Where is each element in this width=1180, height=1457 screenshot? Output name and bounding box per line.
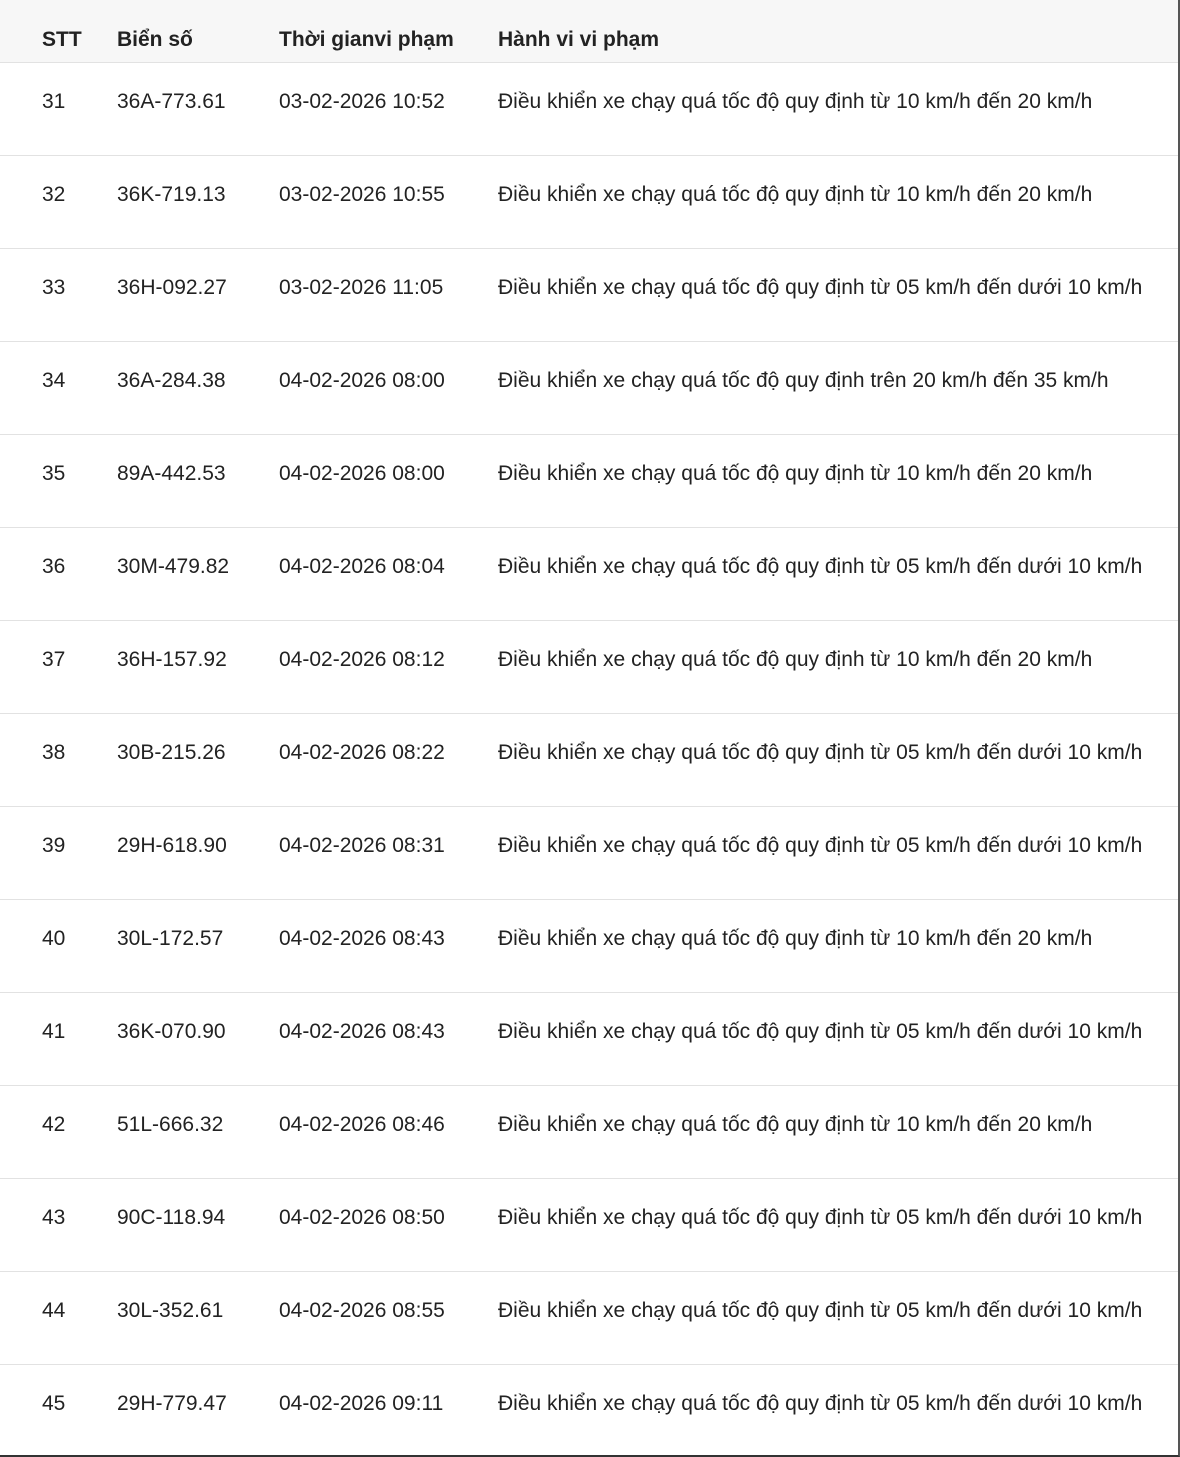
cell-violation: Điều khiển xe chạy quá tốc độ quy định t… (498, 741, 1143, 764)
cell-time: 04-02-2026 08:46 (279, 1113, 445, 1136)
cell-stt: 43 (42, 1206, 66, 1229)
header-plate[interactable]: Biển số (117, 28, 193, 51)
cell-plate: 36K-070.90 (117, 1020, 226, 1043)
cell-time: 04-02-2026 08:00 (279, 462, 445, 485)
cell-violation: Điều khiển xe chạy quá tốc độ quy định t… (498, 555, 1143, 578)
table-row[interactable]: 44 30L-352.61 04-02-2026 08:55 Điều khiển x… (0, 1272, 1178, 1365)
cell-stt: 41 (42, 1020, 66, 1043)
cell-time: 04-02-2026 08:43 (279, 1020, 445, 1043)
cell-plate: 29H-779.47 (117, 1392, 227, 1415)
cell-plate: 89A-442.53 (117, 462, 226, 485)
table-row[interactable]: 41 36K-070.90 04-02-2026 08:43 Điều khiển x… (0, 993, 1178, 1086)
cell-plate: 30L-352.61 (117, 1299, 224, 1322)
cell-time: 04-02-2026 08:31 (279, 834, 445, 857)
cell-stt: 40 (42, 927, 66, 950)
cell-plate: 36H-092.27 (117, 276, 227, 299)
cell-violation: Điều khiển xe chạy quá tốc độ quy định t… (498, 834, 1143, 857)
cell-time: 04-02-2026 08:55 (279, 1299, 445, 1322)
table-row[interactable]: 35 89A-442.53 04-02-2026 08:00 Điều khiển x… (0, 435, 1178, 528)
cell-stt: 42 (42, 1113, 66, 1136)
cell-time: 04-02-2026 08:43 (279, 927, 445, 950)
table-row[interactable]: 34 36A-284.38 04-02-2026 08:00 Điều khiển x… (0, 342, 1178, 435)
cell-stt: 38 (42, 741, 66, 764)
cell-time: 03-02-2026 10:55 (279, 183, 445, 206)
cell-violation: Điều khiển xe chạy quá tốc độ quy định t… (498, 1392, 1143, 1415)
table-row[interactable]: 31 36A-773.61 03-02-2026 10:52 Điều khiển x… (0, 63, 1178, 156)
table-row[interactable]: 37 36H-157.92 04-02-2026 08:12 Điều khiển x… (0, 621, 1178, 714)
cell-violation: Điều khiển xe chạy quá tốc độ quy định t… (498, 183, 1093, 206)
table-header: STT Biển số Thời gianvi phạm Hành vi vi … (0, 0, 1178, 63)
cell-violation: Điều khiển xe chạy quá tốc độ quy định t… (498, 1020, 1143, 1043)
cell-stt: 45 (42, 1392, 66, 1415)
header-stt[interactable]: STT (42, 28, 82, 51)
cell-plate: 30M-479.82 (117, 555, 230, 578)
table-row[interactable]: 32 36K-719.13 03-02-2026 10:55 Điều khiển x… (0, 156, 1178, 249)
cell-time: 04-02-2026 08:04 (279, 555, 445, 578)
table-row[interactable]: 33 36H-092.27 03-02-2026 11:05 Điều khiển x… (0, 249, 1178, 342)
table-row[interactable]: 42 51L-666.32 04-02-2026 08:46 Điều khiển x… (0, 1086, 1178, 1179)
cell-stt: 36 (42, 555, 66, 578)
table-row[interactable]: 45 29H-779.47 04-02-2026 09:11 Điều khiển x… (0, 1365, 1178, 1455)
cell-stt: 31 (42, 90, 66, 113)
cell-plate: 30L-172.57 (117, 927, 224, 950)
cell-violation: Điều khiển xe chạy quá tốc độ quy định t… (498, 1299, 1143, 1322)
table-row[interactable]: 40 30L-172.57 04-02-2026 08:43 Điều khiển x… (0, 900, 1178, 993)
table-body: 31 36A-773.61 03-02-2026 10:52 Điều khiển x… (0, 63, 1178, 1455)
cell-time: 04-02-2026 08:00 (279, 369, 445, 392)
table-row[interactable]: 38 30B-215.26 04-02-2026 08:22 Điều khiển x… (0, 714, 1178, 807)
cell-time: 04-02-2026 08:50 (279, 1206, 445, 1229)
table-row[interactable]: 39 29H-618.90 04-02-2026 08:31 Điều khiển x… (0, 807, 1178, 900)
cell-violation: Điều khiển xe chạy quá tốc độ quy định t… (498, 927, 1093, 950)
cell-stt: 34 (42, 369, 66, 392)
header-time[interactable]: Thời gianvi phạm (279, 28, 454, 51)
cell-stt: 44 (42, 1299, 66, 1322)
cell-violation: Điều khiển xe chạy quá tốc độ quy định t… (498, 369, 1109, 392)
cell-plate: 90C-118.94 (117, 1206, 226, 1229)
cell-time: 04-02-2026 08:22 (279, 741, 445, 764)
cell-violation: Điều khiển xe chạy quá tốc độ quy định t… (498, 1206, 1143, 1229)
table-row[interactable]: 36 30M-479.82 04-02-2026 08:04 Điều khiển x… (0, 528, 1178, 621)
cell-plate: 36K-719.13 (117, 183, 226, 206)
cell-plate: 36H-157.92 (117, 648, 227, 671)
cell-time: 03-02-2026 11:05 (279, 276, 444, 299)
cell-stt: 35 (42, 462, 66, 485)
cell-time: 04-02-2026 08:12 (279, 648, 445, 671)
cell-stt: 33 (42, 276, 66, 299)
cell-plate: 36A-284.38 (117, 369, 226, 392)
cell-stt: 39 (42, 834, 66, 857)
cell-violation: Điều khiển xe chạy quá tốc độ quy định t… (498, 276, 1143, 299)
cell-plate: 30B-215.26 (117, 741, 226, 764)
cell-plate: 29H-618.90 (117, 834, 227, 857)
header-violation[interactable]: Hành vi vi phạm (498, 28, 660, 51)
cell-plate: 36A-773.61 (117, 90, 226, 113)
cell-plate: 51L-666.32 (117, 1113, 224, 1136)
cell-stt: 32 (42, 183, 66, 206)
cell-violation: Điều khiển xe chạy quá tốc độ quy định t… (498, 648, 1093, 671)
table-row[interactable]: 43 90C-118.94 04-02-2026 08:50 Điều khiển x… (0, 1179, 1178, 1272)
cell-time: 03-02-2026 10:52 (279, 90, 445, 113)
cell-violation: Điều khiển xe chạy quá tốc độ quy định t… (498, 1113, 1093, 1136)
cell-time: 04-02-2026 09:11 (279, 1392, 444, 1415)
cell-violation: Điều khiển xe chạy quá tốc độ quy định t… (498, 90, 1093, 113)
cell-violation: Điều khiển xe chạy quá tốc độ quy định t… (498, 462, 1093, 485)
cell-stt: 37 (42, 648, 66, 671)
